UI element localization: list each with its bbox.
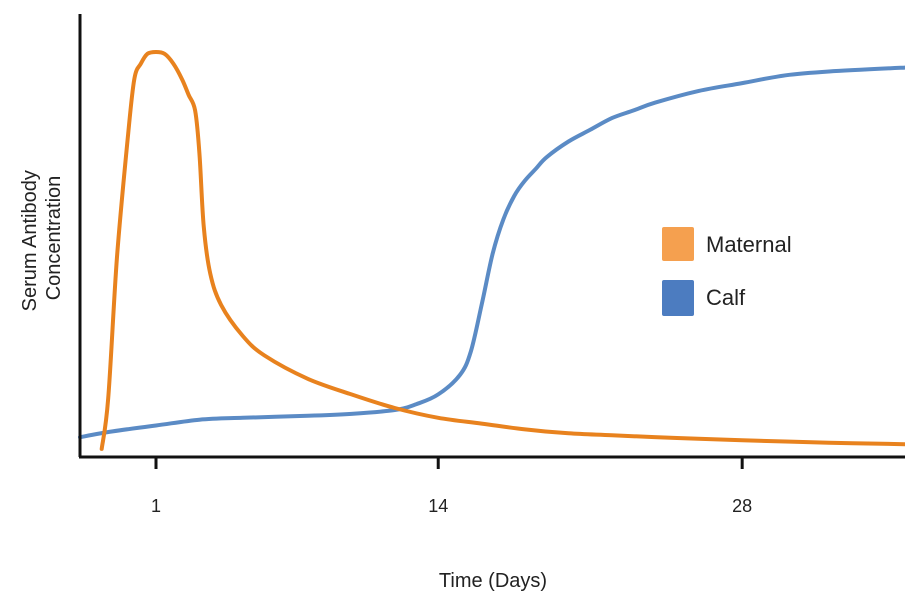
series-line-calf: [78, 65, 905, 440]
x-tick-label: 28: [732, 496, 752, 516]
y-axis-title-line-1: Serum Antibody: [19, 170, 41, 311]
legend: Maternal Calf: [662, 227, 792, 316]
legend-label-maternal: Maternal: [706, 232, 792, 257]
series-layer: [78, 50, 905, 451]
y-axis-title: Serum Antibody Concentration: [19, 165, 65, 312]
ticks-layer: 1 14 28: [151, 457, 752, 516]
x-axis-title: Time (Days): [439, 570, 547, 592]
legend-swatch-calf: [662, 280, 694, 316]
series-line-maternal: [99, 50, 905, 451]
x-tick-label: 14: [428, 496, 448, 516]
legend-label-calf: Calf: [706, 285, 746, 310]
x-tick-label: 1: [151, 496, 161, 516]
legend-swatch-maternal: [662, 227, 694, 261]
y-axis-title-line-2: Concentration: [43, 176, 65, 301]
